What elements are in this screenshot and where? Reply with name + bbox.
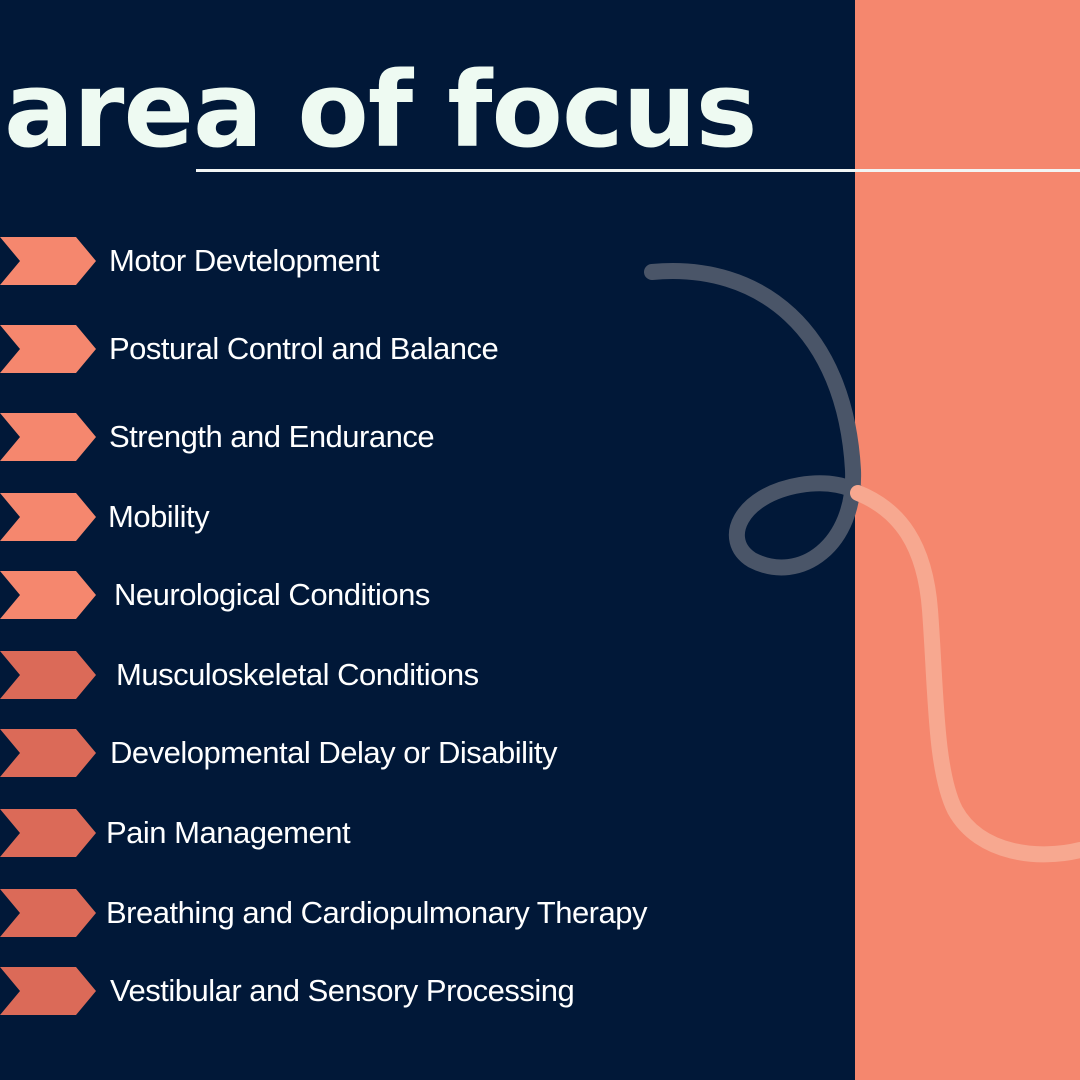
chevron-right-icon	[0, 571, 96, 619]
focus-area-item: Postural Control and Balance	[0, 324, 800, 374]
focus-area-item: Pain Management	[0, 808, 800, 858]
focus-area-label: Vestibular and Sensory Processing	[110, 973, 575, 1008]
focus-area-item: Strength and Endurance	[0, 412, 800, 462]
accent-panel	[855, 0, 1080, 1080]
chevron-right-icon	[0, 413, 96, 461]
chevron-right-icon	[0, 967, 96, 1015]
focus-area-item: Neurological Conditions	[0, 570, 800, 620]
focus-area-label: Breathing and Cardiopulmonary Therapy	[106, 895, 647, 930]
chevron-right-icon	[0, 493, 96, 541]
focus-area-label: Mobility	[108, 499, 210, 534]
chevron-right-icon	[0, 237, 96, 285]
focus-area-item: Breathing and Cardiopulmonary Therapy	[0, 888, 800, 938]
focus-area-label: Postural Control and Balance	[109, 331, 499, 366]
page-title: area of focus	[4, 49, 758, 171]
focus-area-item: Developmental Delay or Disability	[0, 728, 800, 778]
focus-area-label: Neurological Conditions	[114, 577, 430, 612]
focus-area-label: Motor Devtelopment	[109, 243, 380, 278]
focus-area-label: Musculoskeletal Conditions	[116, 657, 479, 692]
focus-area-item: Musculoskeletal Conditions	[0, 650, 800, 700]
focus-area-item: Mobility	[0, 492, 800, 542]
focus-area-label: Developmental Delay or Disability	[110, 735, 557, 770]
focus-area-label: Pain Management	[106, 815, 351, 850]
chevron-right-icon	[0, 325, 96, 373]
chevron-right-icon	[0, 889, 96, 937]
focus-area-label: Strength and Endurance	[109, 419, 435, 454]
chevron-right-icon	[0, 729, 96, 777]
focus-area-item: Vestibular and Sensory Processing	[0, 966, 800, 1016]
focus-area-item: Motor Devtelopment	[0, 236, 800, 286]
chevron-right-icon	[0, 651, 96, 699]
chevron-right-icon	[0, 809, 96, 857]
title-underline	[196, 169, 1080, 172]
